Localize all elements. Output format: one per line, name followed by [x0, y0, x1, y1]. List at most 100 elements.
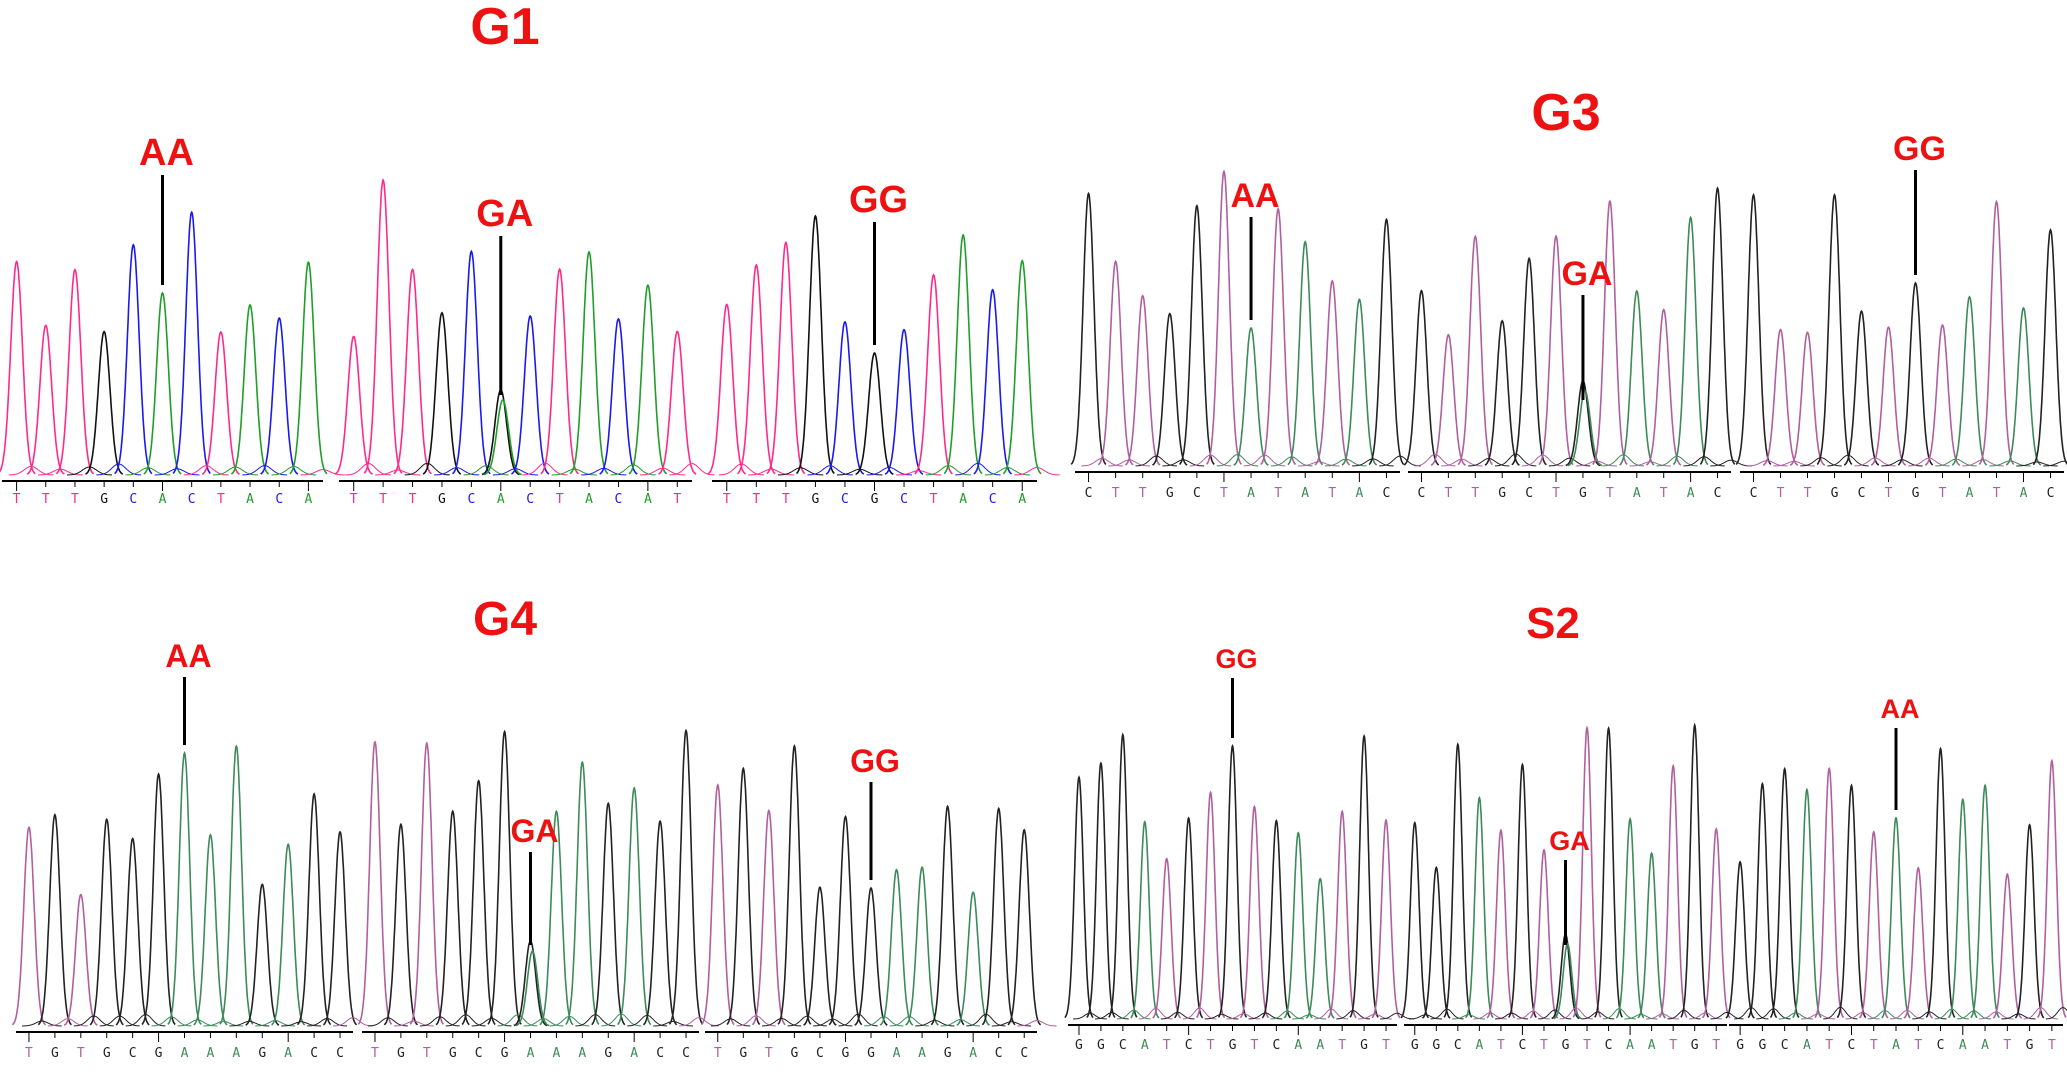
base-call: G [501, 1046, 509, 1061]
peak-c [296, 792, 332, 1026]
peak-a [879, 868, 914, 1026]
genotype-label: AA [1230, 177, 1279, 215]
base-call: A [2020, 486, 2028, 501]
base-call: T [2003, 1038, 2011, 1053]
base-call: T [782, 492, 790, 507]
base-call: A [181, 1046, 189, 1061]
base-call: A [1141, 1038, 1149, 1053]
peak-g [487, 729, 522, 1025]
peak-t [1870, 326, 1907, 466]
peak-g [1349, 734, 1379, 1018]
peak-c [172, 210, 211, 475]
noise-trace [1602, 454, 1644, 467]
base-call: T [423, 1046, 431, 1061]
chromatogram-trace: T T T G C A C T A C AAA [0, 132, 346, 507]
base-call: T [1993, 486, 2001, 501]
base-call: C [1937, 1038, 1945, 1053]
noise-trace [300, 469, 346, 476]
peak-c [1261, 819, 1291, 1019]
peak-t [1903, 866, 1934, 1019]
peak-g [85, 330, 124, 475]
peak-t [1592, 199, 1628, 466]
peak-a [1464, 795, 1494, 1019]
base-call: C [1781, 1038, 1789, 1053]
peak-t [1206, 169, 1242, 465]
peak-t [658, 330, 697, 475]
peak-g [1217, 744, 1248, 1018]
peak-c [803, 886, 837, 1026]
peak-a [565, 760, 600, 1025]
base-call: C [1193, 486, 1201, 501]
base-call: A [1803, 1038, 1811, 1053]
peak-t [1924, 323, 1961, 466]
peak-c [1108, 732, 1138, 1018]
base-call: A [578, 1046, 586, 1061]
base-call: C [1272, 1038, 1280, 1053]
base-call: A [1966, 486, 1974, 501]
peak-t [201, 330, 240, 475]
chromatogram-trace: G G C A T C T G T C A A T G TGG [1064, 644, 1414, 1053]
peak-c [114, 243, 153, 475]
base-call: T [1885, 486, 1893, 501]
peak-t [11, 825, 47, 1026]
chromatogram-trace: C T T G C T G T A T A C GG [1735, 130, 2067, 501]
base-call: G [604, 1046, 612, 1061]
peak-c [1174, 816, 1204, 1019]
base-call: T [409, 492, 417, 507]
noise-trace [653, 1020, 693, 1027]
base-call: T [1939, 486, 1947, 501]
peak-t [1814, 766, 1845, 1019]
panel-title: G1 [470, 0, 539, 56]
panel-title: G4 [473, 593, 537, 646]
peak-t [707, 303, 747, 475]
base-call: A [284, 1046, 292, 1061]
chromatogram-trace: G G C A T C T A T C A A T G TAA [1725, 694, 2067, 1053]
base-call: G [1579, 486, 1587, 501]
base-call: C [1454, 1038, 1462, 1053]
base-call: G [739, 1046, 747, 1061]
noise-trace [1017, 1020, 1057, 1027]
peak-t [766, 241, 806, 475]
genotype-label: GG [849, 179, 908, 221]
base-call: A [1626, 1038, 1634, 1053]
base-call: C [1020, 1046, 1028, 1061]
base-call: T [1583, 1038, 1591, 1053]
peak-c [1843, 309, 1880, 466]
peak-a [1287, 240, 1324, 466]
peak-g [1152, 312, 1188, 466]
peak-a [569, 250, 609, 475]
genotype-label: GA [476, 193, 533, 235]
peak-t [1097, 259, 1134, 466]
noise-trace [1629, 461, 1671, 467]
peak-a [1637, 851, 1666, 1019]
base-call: T [1552, 486, 1560, 501]
base-call: C [841, 492, 849, 507]
peak-a [1615, 816, 1645, 1019]
peak-t [1457, 234, 1494, 466]
base-call: A [232, 1046, 240, 1061]
peak-c [2032, 228, 2067, 466]
peak-t [1314, 279, 1351, 466]
base-call: T [1251, 1038, 1259, 1053]
base-call: G [103, 1046, 111, 1061]
base-call: T [1660, 486, 1668, 501]
base-call: G [1912, 486, 1920, 501]
noise-trace [154, 468, 200, 476]
peak-g [37, 813, 72, 1026]
base-call: A [527, 1046, 535, 1061]
noise-trace [471, 1017, 512, 1027]
base-call: C [1418, 486, 1426, 501]
peak-t [1371, 818, 1401, 1019]
genotype-label: GG [1215, 644, 1257, 674]
peak-c [1070, 191, 1107, 465]
peak-t [1327, 809, 1357, 1019]
peak-c [1769, 766, 1800, 1019]
base-call: A [959, 492, 967, 507]
base-call: G [2026, 1038, 2034, 1053]
peak-a [628, 283, 668, 475]
genotype-label: GG [1893, 130, 1946, 168]
base-call: G [1498, 486, 1506, 501]
noise-trace [710, 1018, 751, 1027]
